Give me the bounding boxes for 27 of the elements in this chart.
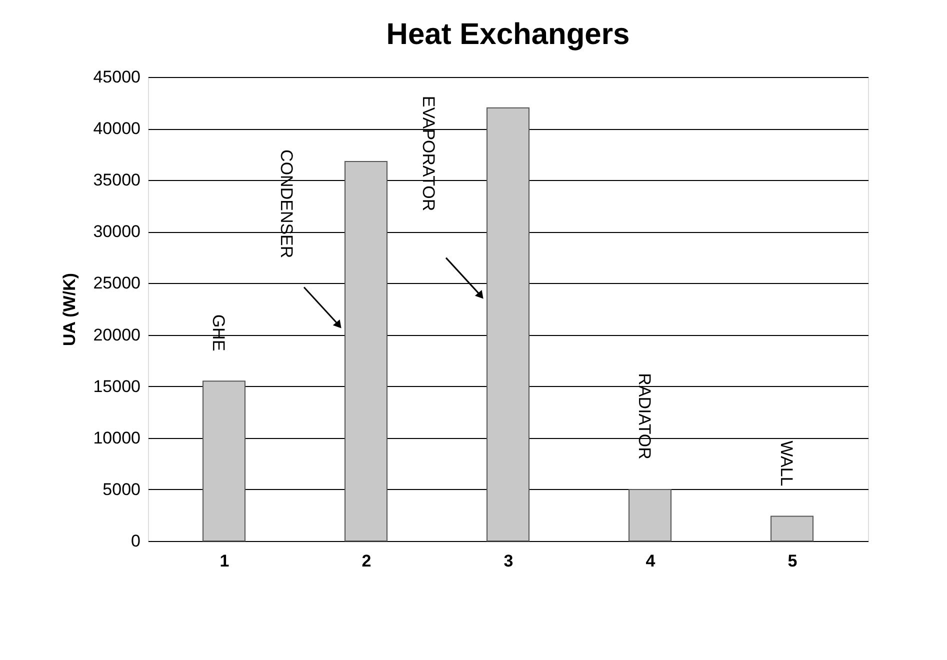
x-tick-label: 2 (362, 552, 372, 570)
bar (770, 516, 814, 542)
annotation: RADIATOR (635, 373, 654, 460)
y-tick-label: 10000 (93, 428, 140, 448)
annotation: CONDENSER (277, 150, 296, 258)
y-tick-label: 40000 (93, 119, 140, 138)
y-tick-label: 35000 (93, 170, 140, 190)
annotation: WALL (777, 440, 796, 486)
x-tick-label: 5 (788, 552, 798, 570)
bar (202, 380, 246, 542)
y-tick-label: 5000 (102, 480, 140, 499)
annotation: GHE (209, 314, 228, 352)
y-tick-label: 45000 (93, 68, 140, 86)
y-tick-label: 0 (131, 532, 140, 550)
chart-title: Heat Exchangers (386, 18, 630, 51)
y-tick-label: 30000 (93, 222, 140, 242)
y-tick-label: 20000 (93, 325, 140, 344)
y-tick-label: 25000 (93, 274, 140, 293)
x-tick-label: 3 (504, 552, 514, 570)
bar (486, 107, 530, 542)
annotation: EVAPORATOR (419, 96, 438, 212)
bar (628, 488, 672, 542)
y-axis-title: UA (W/K) (60, 272, 80, 346)
x-tick-label: 4 (646, 552, 656, 570)
y-tick-label: 15000 (93, 376, 140, 396)
bar (344, 161, 388, 542)
x-tick-label: 1 (220, 552, 230, 570)
